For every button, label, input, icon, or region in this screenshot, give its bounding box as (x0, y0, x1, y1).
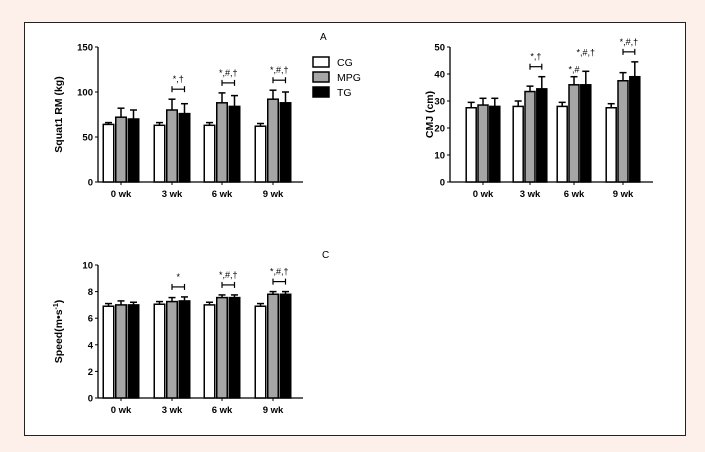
bar-mpg (568, 84, 580, 183)
bar-tg (228, 105, 241, 183)
panel-0: 0 50 100 150 Squat1 RM (kg) A 0 wk 3 wk 6 wk 9 wk… (53, 32, 361, 200)
bar-mpg (216, 102, 228, 183)
y-axis-label: Squat1 RM (kg) (53, 76, 65, 152)
significance-label: *,#,† (577, 47, 596, 57)
bar-cg (102, 305, 115, 399)
significance-label: *,#,† (219, 68, 238, 78)
significance-label: *,† (173, 74, 184, 84)
y-tick-label: 100 (77, 88, 93, 99)
y-tick-label: 50 (434, 43, 445, 54)
x-tick-label: 3 wk (520, 189, 541, 200)
y-tick-label: 6 (88, 314, 93, 325)
bar-tg (629, 75, 641, 183)
legend-swatch-tg (312, 86, 330, 98)
legend-swatch-mpg (312, 71, 330, 83)
legend-swatch-cg (312, 56, 330, 68)
bar-tg (489, 105, 501, 183)
x-tick-label: 3 wk (162, 189, 183, 200)
bar-cg (556, 105, 568, 183)
bar-cg (605, 107, 617, 183)
bar-tg (279, 293, 292, 399)
x-tick-label: 0 wk (111, 405, 132, 416)
y-axis-label: Speed(m•s-1) (53, 300, 65, 364)
x-tick-label: 9 wk (613, 189, 634, 200)
panel-label: C (322, 250, 329, 261)
bar-mpg (267, 98, 279, 183)
x-tick-label: 6 wk (564, 189, 585, 200)
bar-cg (203, 304, 216, 399)
x-tick-label: 3 wk (162, 405, 183, 416)
bar-mpg (115, 304, 127, 399)
y-tick-label: 10 (82, 261, 93, 272)
panel-2: 0 2 4 6 8 10 Speed(m•s-1) C 0 wk 3 wk 6 wk 9 wk * *,#… (53, 250, 329, 416)
bar-cg (512, 105, 524, 183)
x-tick-label: 0 wk (473, 189, 494, 200)
y-tick-label: 2 (88, 367, 93, 378)
significance-label: *,#,† (270, 65, 289, 75)
y-tick-label: 4 (88, 340, 94, 351)
bar-mpg (115, 116, 127, 183)
y-tick-label: 0 (88, 178, 93, 189)
bar-mpg (267, 293, 279, 399)
panel-1: 0 10 20 30 40 50 CMJ (cm) 0 wk 3 wk 6 wk 9 wk *,† *,… (424, 37, 653, 200)
bar-tg (536, 88, 548, 183)
y-tick-label: 30 (434, 97, 445, 108)
legend-label: CG (337, 57, 353, 69)
significance-label: *,† (530, 52, 541, 62)
y-tick-label: 20 (434, 124, 445, 135)
bar-tg (127, 304, 140, 399)
y-tick-label: 50 (82, 133, 93, 144)
bar-cg (254, 305, 267, 399)
legend-label: MPG (337, 72, 361, 84)
bar-cg (203, 124, 216, 183)
bar-mpg (216, 296, 228, 399)
y-tick-label: 8 (88, 287, 93, 298)
bar-cg (465, 107, 477, 183)
y-tick-label: 0 (88, 394, 93, 405)
bar-tg (178, 300, 191, 399)
x-tick-label: 9 wk (263, 189, 284, 200)
bar-mpg (617, 80, 629, 183)
bar-tg (580, 84, 592, 183)
x-tick-label: 6 wk (212, 405, 233, 416)
bar-cg (153, 303, 166, 399)
panel-label: A (320, 32, 327, 43)
bar-tg (127, 118, 140, 183)
legend-label: TG (337, 87, 352, 99)
bar-cg (153, 124, 166, 183)
bar-cg (254, 125, 267, 183)
bar-tg (279, 102, 292, 183)
y-tick-label: 40 (434, 70, 445, 81)
bar-mpg (166, 300, 178, 399)
x-tick-label: 9 wk (263, 405, 284, 416)
y-axis-label-sup: -1 (53, 303, 60, 309)
significance-label: *,#,† (270, 267, 289, 277)
bar-mpg (477, 104, 489, 183)
y-tick-label: 0 (440, 178, 445, 189)
significance-label: *,# (568, 65, 579, 75)
bar-mpg (524, 90, 536, 183)
bar-mpg (166, 109, 178, 183)
y-tick-label: 150 (77, 43, 93, 54)
y-axis-label-end: ) (53, 300, 65, 304)
bar-tg (178, 112, 191, 183)
bar-cg (102, 123, 115, 183)
x-tick-label: 6 wk (212, 189, 233, 200)
significance-label: * (176, 272, 180, 282)
y-axis-label: CMJ (cm) (424, 91, 436, 138)
x-tick-label: 0 wk (111, 189, 132, 200)
significance-label: *,#,† (620, 37, 639, 47)
bar-tg (228, 296, 241, 399)
significance-label: *,#,† (219, 270, 238, 280)
y-tick-label: 10 (434, 151, 445, 162)
